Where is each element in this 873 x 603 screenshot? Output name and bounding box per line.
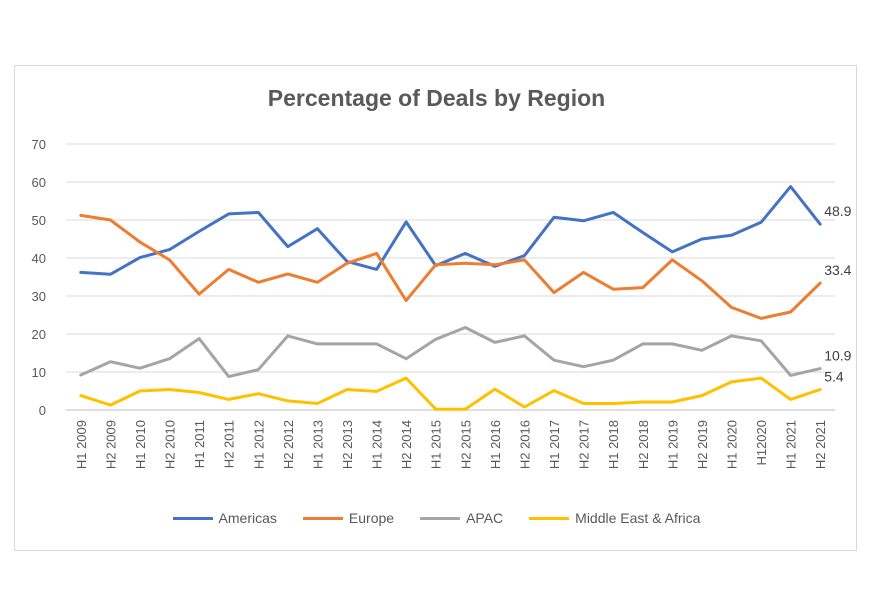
x-tick-label: H2 2012	[281, 420, 296, 469]
x-tick-label: H1 2017	[547, 420, 562, 469]
legend-item: Middle East & Africa	[529, 510, 700, 526]
y-tick-label: 30	[32, 289, 46, 304]
y-tick-label: 0	[39, 403, 46, 418]
x-tick-label: H2 2021	[813, 420, 828, 469]
x-tick-label: H1 2016	[488, 420, 503, 469]
legend-item: APAC	[420, 510, 503, 526]
legend-label: APAC	[466, 510, 504, 526]
y-tick-label: 50	[32, 213, 46, 228]
y-tick-label: 70	[32, 137, 46, 152]
x-tick-label: H1 2015	[429, 420, 444, 469]
x-tick-label: H1 2018	[606, 420, 621, 469]
series-line-americas	[79, 185, 822, 276]
y-tick-label: 40	[32, 251, 46, 266]
chart-frame	[14, 65, 857, 551]
legend-swatch	[302, 516, 343, 520]
y-tick-label: 10	[32, 365, 46, 380]
series-line-middle-east-africa	[79, 376, 822, 411]
chart-legend: Americas Europe APAC Middle East & Africa	[0, 510, 873, 526]
x-tick-label: H1 2011	[192, 420, 207, 468]
y-tick-label: 20	[32, 327, 46, 342]
x-tick-label: H2 2015	[458, 420, 473, 469]
x-tick-label: H1 2019	[665, 420, 680, 469]
data-label-europe: 33.4	[824, 262, 851, 278]
x-tick-label: H2 2009	[103, 420, 118, 469]
x-tick-label: H12020	[754, 420, 769, 466]
x-tick-label: H2 2013	[340, 420, 355, 469]
series-line-europe	[79, 213, 822, 320]
x-tick-label: H1 2010	[133, 420, 148, 469]
y-tick-label: 60	[32, 175, 46, 190]
data-label-apac: 10.9	[824, 348, 851, 364]
legend-swatch	[172, 516, 213, 520]
x-tick-label: H1 2013	[310, 420, 325, 469]
chart-title: Percentage of Deals by Region	[267, 85, 606, 111]
x-tick-label: H2 2011	[222, 420, 237, 468]
x-tick-label: H1 2014	[370, 420, 385, 469]
x-tick-label: H2 2018	[636, 420, 651, 469]
legend-swatch	[420, 516, 461, 520]
x-tick-label: H2 2014	[399, 420, 414, 469]
x-tick-label: H1 2020	[724, 420, 739, 469]
x-tick-label: H1 2012	[251, 420, 266, 469]
x-tick-label: H1 2021	[784, 420, 799, 469]
x-tick-label: H1 2009	[74, 420, 89, 469]
x-tick-label: H2 2019	[695, 420, 710, 469]
legend-item: Americas	[172, 510, 277, 526]
data-label-middle-east-africa: 5.4	[824, 368, 844, 384]
x-tick-label: H2 2016	[517, 420, 532, 469]
data-label-americas: 48.9	[824, 203, 851, 219]
legend-item: Europe	[302, 510, 395, 526]
series-line-apac	[79, 326, 822, 379]
legend-swatch	[529, 516, 570, 520]
legend-label: Americas	[218, 510, 277, 526]
legend-label: Europe	[348, 510, 395, 526]
x-tick-label: H2 2017	[577, 420, 592, 469]
legend-label: Middle East & Africa	[575, 510, 701, 526]
x-tick-label: H2 2010	[163, 420, 178, 469]
